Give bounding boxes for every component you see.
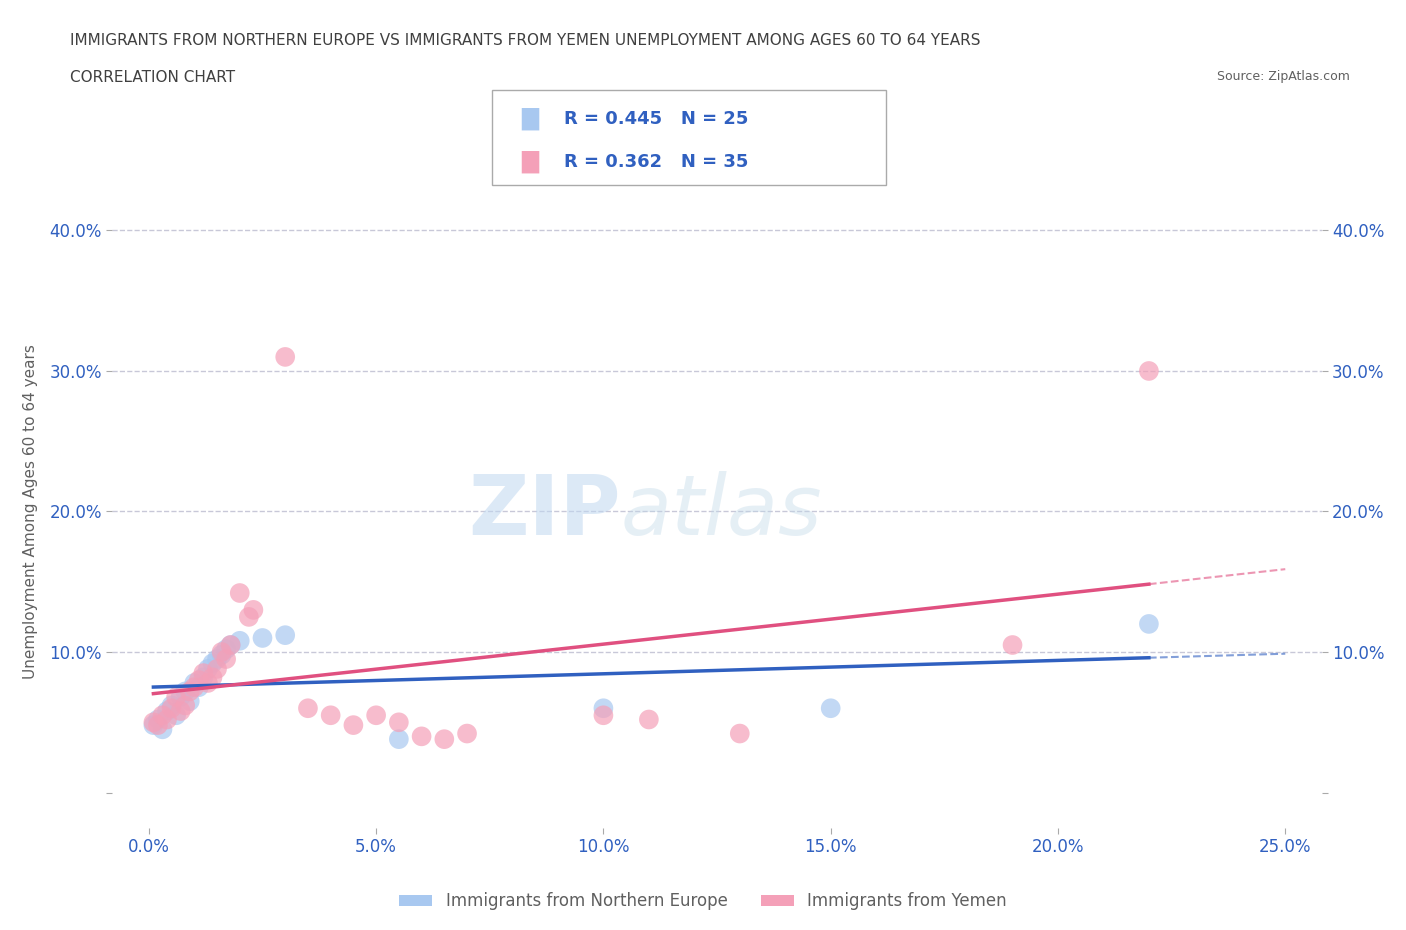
Point [211,647,233,662]
Text: R = 0.445   N = 25: R = 0.445 N = 25 [564,110,748,127]
Point [1001,638,1024,653]
Point [146,718,169,733]
Point [456,726,478,741]
Point [146,712,169,727]
Point [219,638,242,653]
Point [165,689,187,704]
Point [169,689,191,704]
Point [411,729,433,744]
Point [229,633,252,648]
Point [211,644,233,659]
Y-axis label: Unemployment Among Ages 60 to 64 years: Unemployment Among Ages 60 to 64 years [24,344,38,679]
Point [215,652,238,667]
Point [160,701,183,716]
Point [342,718,364,733]
Text: ZIP: ZIP [468,471,620,552]
Point [728,726,751,741]
Text: R = 0.362   N = 35: R = 0.362 N = 35 [564,153,748,170]
Point [179,694,201,709]
Point [592,701,614,716]
Point [205,652,228,667]
Point [820,701,842,716]
Point [366,708,388,723]
Point [319,708,342,723]
Point [592,708,614,723]
Text: IMMIGRANTS FROM NORTHERN EUROPE VS IMMIGRANTS FROM YEMEN UNEMPLOYMENT AMONG AGES: IMMIGRANTS FROM NORTHERN EUROPE VS IMMIG… [70,33,981,47]
Point [142,718,165,733]
Point [1137,364,1160,379]
Point [433,732,456,747]
Point [142,715,165,730]
Text: CORRELATION CHART: CORRELATION CHART [70,70,235,85]
Point [174,684,197,698]
Point [205,661,228,676]
Point [193,666,215,681]
Point [201,670,224,684]
Point [193,670,215,684]
Point [174,698,197,713]
Point [219,638,242,653]
Point [215,642,238,657]
Point [238,609,260,624]
Point [165,708,187,723]
Point [274,350,297,365]
Point [388,732,411,747]
Point [187,672,209,687]
Point [160,698,183,713]
Point [179,684,201,698]
Point [1137,617,1160,631]
Point [229,586,252,601]
Point [252,631,274,645]
Point [156,704,179,719]
Point [297,701,319,716]
Point [638,712,661,727]
Point [201,656,224,671]
Text: █: █ [522,151,538,173]
Text: █: █ [522,108,538,130]
Point [156,712,179,727]
Point [169,704,191,719]
Text: atlas: atlas [620,471,823,552]
Point [183,675,205,690]
Point [187,680,209,695]
Point [274,628,297,643]
Point [197,661,219,676]
Point [242,603,264,618]
Point [152,722,174,737]
Text: Source: ZipAtlas.com: Source: ZipAtlas.com [1216,70,1350,83]
Point [183,680,205,695]
Point [152,708,174,723]
Legend: Immigrants from Northern Europe, Immigrants from Yemen: Immigrants from Northern Europe, Immigra… [392,885,1014,917]
Point [388,715,411,730]
Point [197,675,219,690]
